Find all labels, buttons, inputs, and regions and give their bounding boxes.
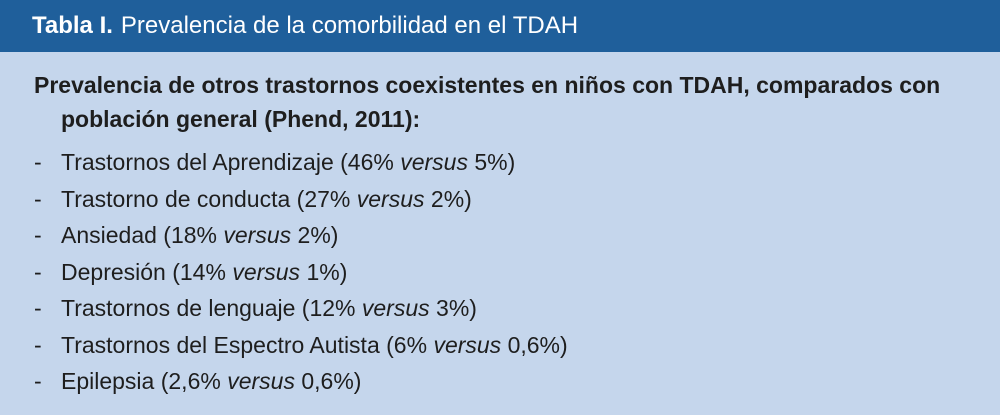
bullet-dash: - (34, 149, 42, 175)
table-title: Prevalencia de la comorbilidad en el TDA… (120, 12, 579, 39)
versus-word: versus (433, 331, 502, 358)
item-prefix: Trastorno de conducta (27% (61, 185, 357, 212)
list-item: - Epilepsia (2,6% versus 0,6%) (34, 363, 968, 400)
list-item: - Trastorno de conducta (27% versus 2%) (34, 181, 968, 218)
list-item: - Ansiedad (18% versus 2%) (34, 217, 968, 254)
list-item: - Trastornos de lenguaje (12% versus 3%) (34, 290, 968, 327)
item-suffix: 1%) (300, 258, 348, 285)
item-text: Depresión (14% versus 1%) (61, 254, 347, 291)
item-prefix: Trastornos del Espectro Autista (6% (61, 331, 434, 358)
bullet-dash: - (34, 185, 42, 212)
item-prefix: Trastornos de lenguaje (12% (61, 295, 362, 321)
bullet-dash: - (34, 295, 42, 321)
item-suffix: 0,6%) (501, 331, 568, 358)
versus-word: versus (361, 295, 430, 321)
table-content: Prevalencia de otros trastornos coexiste… (0, 52, 1000, 400)
item-suffix: 5%) (467, 149, 516, 175)
item-text: Ansiedad (18% versus 2%) (61, 217, 338, 254)
versus-word: versus (223, 222, 292, 248)
table-header: Tabla I. Prevalencia de la comorbilidad … (0, 0, 1000, 52)
bullet-dash: - (34, 368, 42, 394)
item-prefix: Epilepsia (2,6% (61, 368, 228, 394)
item-prefix: Ansiedad (18% (61, 222, 224, 248)
list-item: - Depresión (14% versus 1%) (34, 254, 968, 291)
item-text: Trastornos del Espectro Autista (6% vers… (61, 327, 568, 364)
versus-word: versus (400, 149, 468, 175)
list-item: - Trastornos del Aprendizaje (46% versus… (34, 144, 968, 181)
versus-word: versus (232, 258, 301, 285)
item-suffix: 0,6%) (294, 368, 362, 394)
item-suffix: 3%) (429, 295, 477, 321)
item-prefix: Depresión (14% (61, 258, 233, 285)
bullet-dash: - (34, 258, 42, 285)
item-text: Trastornos de lenguaje (12% versus 3%) (61, 290, 477, 327)
item-text: Epilepsia (2,6% versus 0,6%) (61, 363, 361, 400)
intro-text: Prevalencia de otros trastornos coexiste… (34, 72, 941, 132)
item-text: Trastorno de conducta (27% versus 2%) (61, 181, 472, 218)
item-suffix: 2%) (291, 222, 339, 248)
list-item: - Trastornos del Espectro Autista (6% ve… (34, 327, 968, 364)
bullet-dash: - (34, 222, 42, 248)
versus-word: versus (356, 185, 425, 212)
comorbidity-list: - Trastornos del Aprendizaje (46% versus… (34, 144, 968, 400)
bullet-dash: - (34, 331, 42, 358)
item-text: Trastornos del Aprendizaje (46% versus 5… (61, 144, 515, 181)
item-suffix: 2%) (424, 185, 472, 212)
versus-word: versus (227, 368, 295, 394)
table-label: Tabla I. (32, 12, 113, 39)
item-prefix: Trastornos del Aprendizaje (46% (61, 149, 401, 175)
